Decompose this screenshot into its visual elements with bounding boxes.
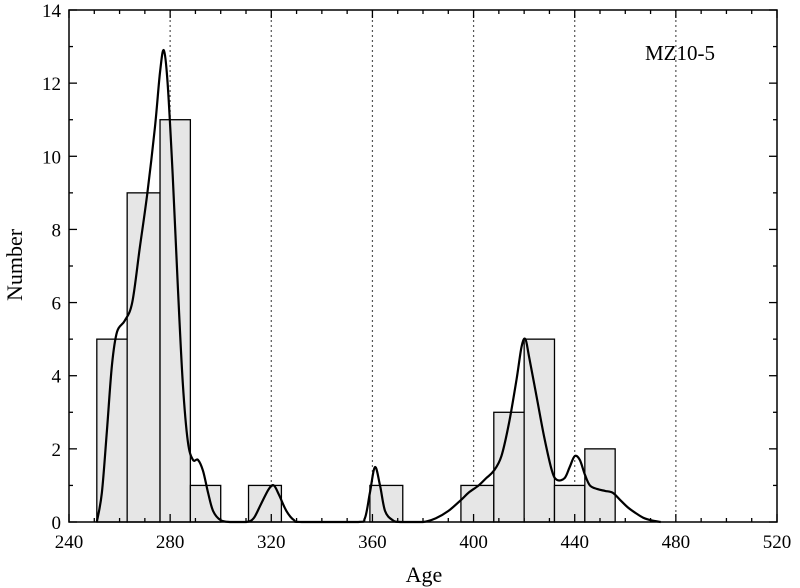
x-tick-label-320: 320 [257, 532, 286, 553]
y-tick-label-0: 0 [52, 513, 62, 534]
y-tick-label-8: 8 [52, 220, 62, 241]
y-tick-label-4: 4 [52, 367, 62, 388]
x-tick-label-240: 240 [55, 532, 84, 553]
x-tick-label-360: 360 [358, 532, 387, 553]
bar-2 [126, 192, 161, 523]
bar-6 [369, 484, 404, 523]
gridlines [169, 10, 677, 522]
x-tick-label-480: 480 [662, 532, 691, 553]
x-tick-label-440: 440 [560, 532, 589, 553]
y-tick-label-12: 12 [42, 74, 61, 95]
y-axis-title: Number [2, 228, 27, 301]
x-tick-label-400: 400 [459, 532, 488, 553]
x-tick-label-280: 280 [156, 532, 185, 553]
y-tick-label-14: 14 [42, 1, 62, 22]
y-tick-label-10: 10 [42, 147, 61, 168]
bar-3 [159, 119, 192, 523]
y-tick-labels: 0 2 4 6 8 10 12 14 [42, 1, 62, 534]
sample-label: MZ10-5 [645, 41, 715, 65]
bar-9 [523, 338, 556, 523]
x-axis-title: Age [406, 562, 443, 587]
density-curve-group [95, 49, 661, 524]
y-tick-label-2: 2 [52, 440, 62, 461]
x-tick-labels: 240 280 320 360 400 440 480 520 [55, 532, 792, 553]
y-tick-label-6: 6 [52, 294, 62, 315]
bar-7 [460, 484, 495, 523]
histogram-bars [96, 119, 616, 523]
density-curve [95, 49, 661, 524]
bar-10 [553, 484, 586, 523]
x-tick-label-520: 520 [763, 532, 792, 553]
axis-ticks [68, 9, 778, 523]
